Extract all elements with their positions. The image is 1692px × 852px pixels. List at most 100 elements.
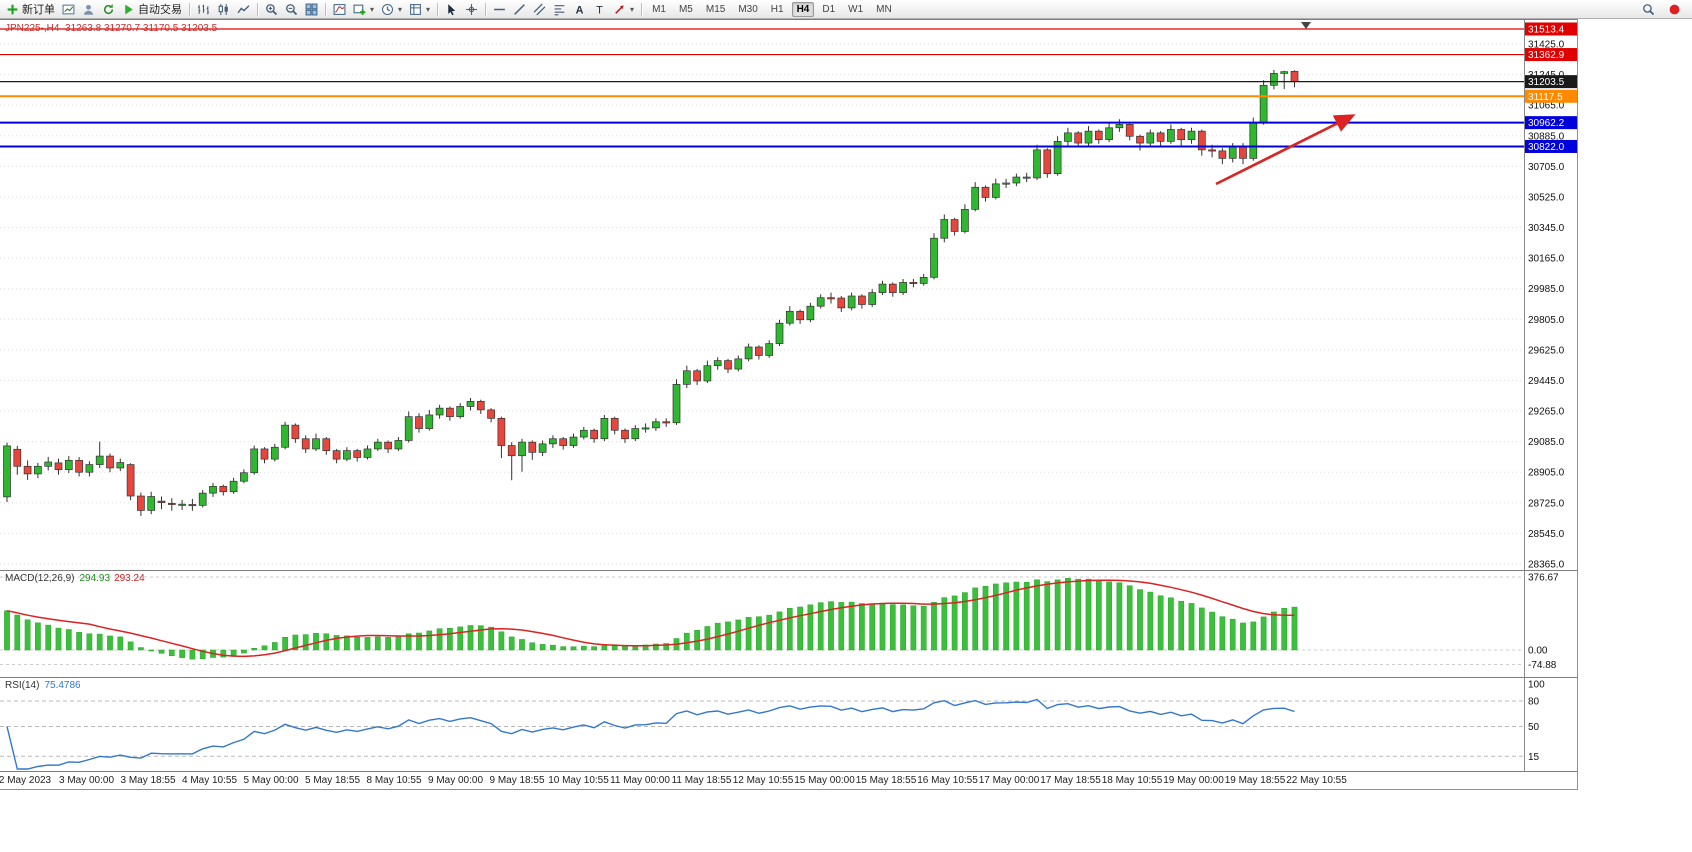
candle [198,490,207,508]
macd-histogram-bar [405,633,412,651]
timeframe-w1-button[interactable]: W1 [848,3,864,15]
timeframe-d1-button[interactable]: D1 [822,3,836,15]
macd-panel[interactable]: MACD(12,26,9) 294.93 293.24 376.67 0.00 -74.… [0,570,1577,677]
timeframe-h1-button[interactable]: H1 [770,3,784,15]
svg-text:31362.9: 31362.9 [1528,50,1565,61]
candle [312,433,320,451]
text-button[interactable]: A [570,1,589,18]
candlestick-chart-button[interactable] [214,1,233,18]
crosshair-button[interactable] [462,1,481,18]
templates-button[interactable]: ▾ [406,1,433,18]
refresh-button[interactable] [99,1,118,18]
timeframe-m30-button[interactable]: M30 [738,3,758,15]
candle [734,355,743,372]
indicators-button[interactable] [330,1,349,18]
fibonacci-button[interactable] [550,1,569,18]
timeframe-mn-button[interactable]: MN [876,3,892,15]
macd-histogram-bar [354,636,361,651]
candle [507,442,516,481]
time-axis[interactable]: 2 May 2023 3 May 00:00 3 May 18:55 4 May 10… [0,771,1577,789]
candle [3,442,11,502]
timeframe-h4-button[interactable]: H4 [791,1,815,17]
rsi-axis-label: 15 [1528,752,1540,763]
macd-histogram-bar [1219,616,1226,651]
timeframe-m1-button[interactable]: M1 [652,3,666,15]
macd-histogram-bar [498,631,505,651]
charts-button[interactable] [59,1,78,18]
label-button[interactable]: T [590,1,609,18]
svg-text:A: A [576,4,584,15]
timeframe-m15-button[interactable]: M15 [705,3,726,15]
macd-histogram-bar [282,637,288,651]
price-axis-label: 31425.0 [1528,40,1565,51]
macd-histogram-bar [745,617,752,651]
macd-histogram-bar [86,633,93,651]
macd-indicator-name: MACD(12,26,9) [5,573,75,584]
candle [301,435,310,454]
price-line-badge: 31362.9 [1525,48,1577,61]
candle [610,416,619,435]
candle [641,423,650,433]
candle [1105,122,1113,143]
new-order-plus-icon [6,3,19,16]
candle [157,496,166,510]
macd-axis-label: 0.00 [1528,646,1548,657]
candle [446,406,454,421]
candle [528,440,537,460]
candle [291,423,300,443]
candle [95,441,104,468]
arrows-button[interactable]: ▾ [610,1,637,18]
candle [1084,126,1093,146]
macd-histogram-bar [302,634,309,651]
cursor-button[interactable] [442,1,461,18]
candle [1280,70,1289,90]
macd-histogram-bar [416,632,422,651]
trendline-button[interactable] [510,1,529,18]
bar-chart-button[interactable] [194,1,213,18]
dropdown-arrow-icon: ▾ [630,4,635,14]
profiles-button[interactable] [79,1,98,18]
periods-button[interactable]: ▾ [378,1,405,18]
price-axis-label: 30705.0 [1528,162,1565,173]
macd-histogram-bar [1157,595,1164,651]
tile-windows-button[interactable] [302,1,321,18]
channel-button[interactable] [530,1,549,18]
macd-histogram-bar [333,635,340,651]
search-button[interactable] [1639,1,1658,18]
macd-histogram-bar [653,643,659,651]
zoom-in-button[interactable] [262,1,281,18]
candle [1053,136,1062,176]
dropdown-arrow-icon: ▾ [426,4,431,14]
svg-text:30822.0: 30822.0 [1528,142,1565,153]
refresh-icon [102,3,115,16]
rsi-panel[interactable]: RSI(14) 75.4786 100 80 50 15 [0,677,1577,771]
red-dot-icon [1668,3,1681,16]
line-chart-button[interactable] [234,1,253,18]
macd-histogram-bar [1013,581,1020,651]
macd-histogram-bar [1137,589,1143,651]
time-axis-label: 16 May 10:55 [917,775,978,786]
timeframe-m5-button[interactable]: M5 [678,3,693,15]
macd-histogram-bar [436,628,443,651]
horizontal-line-button[interactable] [490,1,509,18]
auto-trading-button[interactable]: 自动交易 [119,1,185,18]
candle [435,404,444,419]
add-chart-icon [353,3,366,16]
magnifier-icon [1642,3,1655,16]
zoom-out-button[interactable] [282,1,301,18]
macd-histogram-bar [1003,582,1009,651]
macd-histogram-bar [848,601,855,651]
new-order-button[interactable]: 新订单 [3,1,58,18]
candle [950,217,959,236]
candle [229,477,238,494]
price-line-badge: 31203.5 [1525,75,1577,89]
time-axis-label: 17 May 00:00 [978,775,1040,786]
candle [1136,134,1144,151]
crosshair-icon [465,3,478,16]
main-chart-panel[interactable]: JPN225-,H4 31263.8 31270.7 31170.5 31203… [0,19,1577,570]
time-axis-label: 15 May 00:00 [794,775,855,786]
add-indicator-button[interactable]: ▾ [350,1,377,18]
trend-arrow-annotation[interactable] [1215,114,1356,186]
alert-indicator[interactable] [1665,1,1684,18]
chart-shift-marker[interactable] [1301,22,1311,29]
